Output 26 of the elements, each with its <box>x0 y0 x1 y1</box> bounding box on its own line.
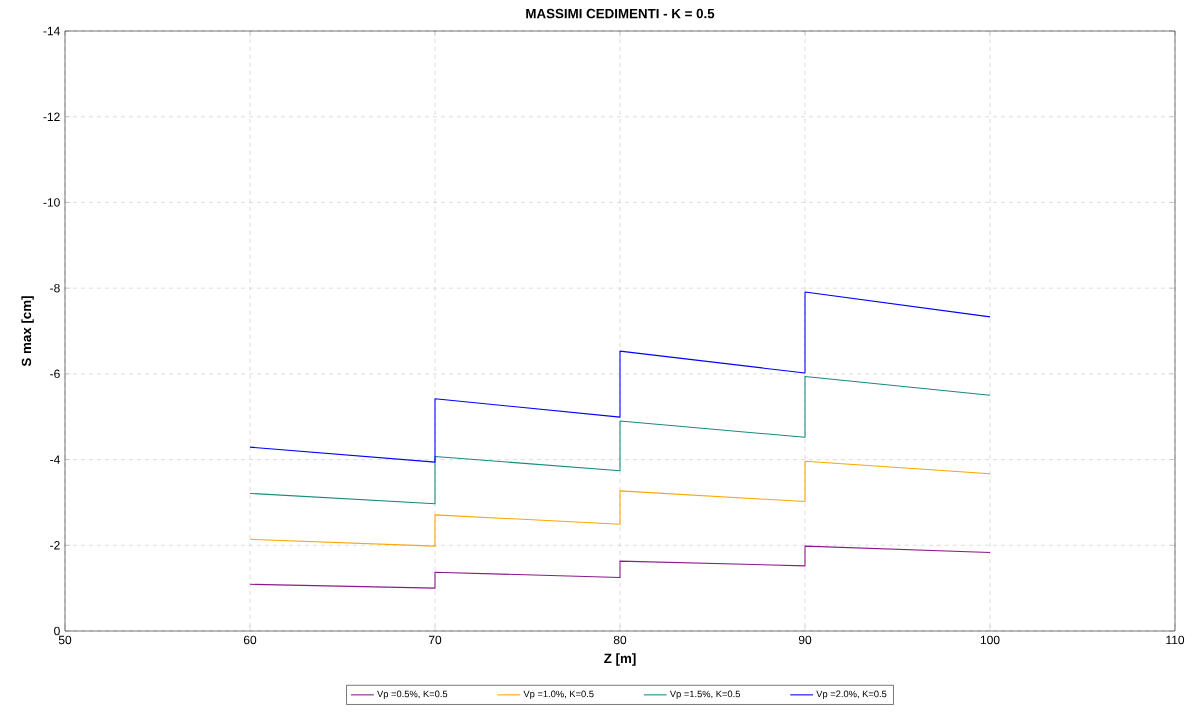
y-tick-label: -2 <box>50 541 60 550</box>
x-tick-label: 110 <box>1166 635 1185 645</box>
y-axis-title: S max [cm] <box>21 296 34 367</box>
y-tick-label: -14 <box>43 26 60 36</box>
y-tick-label: -10 <box>43 198 60 207</box>
x-axis-title: Z [m] <box>604 653 636 666</box>
x-tick-label: 50 <box>58 635 72 645</box>
x-tick-label: 60 <box>243 635 257 645</box>
line-series <box>249 545 991 589</box>
chart-title: MASSIMI CEDIMENTI - K = 0.5 <box>526 8 715 19</box>
line-series <box>249 375 991 505</box>
x-tick-label: 90 <box>798 635 812 645</box>
y-tick-label: -8 <box>50 283 60 293</box>
legend-label: Vp =0.5%, K=0.5 <box>377 690 448 700</box>
y-tick-label: -4 <box>50 455 60 464</box>
y-tick-label: 0 <box>54 626 60 636</box>
x-tick-label: 100 <box>980 635 1000 645</box>
x-tick-label: 80 <box>613 635 627 645</box>
y-tick-label: -6 <box>50 369 60 379</box>
legend-label: Vp =2.0%, K=0.5 <box>816 690 887 700</box>
legend-label: Vp =1.5%, K=0.5 <box>669 690 740 700</box>
legend-label: Vp =1.0%, K=0.5 <box>523 690 594 700</box>
x-tick-label: 70 <box>428 635 442 645</box>
line-series <box>249 291 991 463</box>
line-series <box>249 460 991 547</box>
y-tick-label: -12 <box>43 112 60 121</box>
